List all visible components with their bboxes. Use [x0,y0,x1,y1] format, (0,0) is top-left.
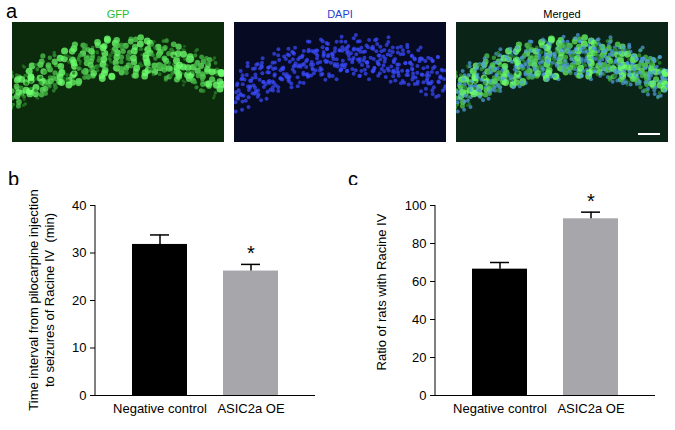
html-text:Merged: Merged [543,8,581,20]
svg-text:40: 40 [412,312,426,327]
svg-text:60: 60 [412,274,426,289]
svg-text:0: 0 [419,388,426,403]
svg-text:30: 30 [72,245,86,260]
svg-text:Negative control: Negative control [453,401,547,416]
html-text:a: a [6,0,18,22]
svg-text:100: 100 [405,198,427,213]
html-text:Time interval from pilocarpine: Time interval from pilocarpine injection… [26,185,57,411]
svg-text:10: 10 [72,340,86,355]
svg-text:ASIC2a OE: ASIC2a OE [217,401,285,416]
svg-text:80: 80 [412,236,426,251]
svg-text:*: * [587,190,595,212]
html-text:c: c [348,168,358,190]
svg-text:40: 40 [72,198,86,213]
svg-text:ASIC2a OE: ASIC2a OE [557,401,625,416]
html-text:GFP: GFP [106,8,130,20]
svg-text:*: * [247,242,255,264]
html-text:DAPI: DAPI [327,8,353,20]
html-text:Ratio of rats with Racine IV: Ratio of rats with Racine IV [374,213,389,371]
svg-text:Negative control: Negative control [113,401,207,416]
svg-text:20: 20 [412,350,426,365]
svg-text:0: 0 [79,388,86,403]
html-text:b: b [8,168,20,190]
svg-text:20: 20 [72,293,86,308]
